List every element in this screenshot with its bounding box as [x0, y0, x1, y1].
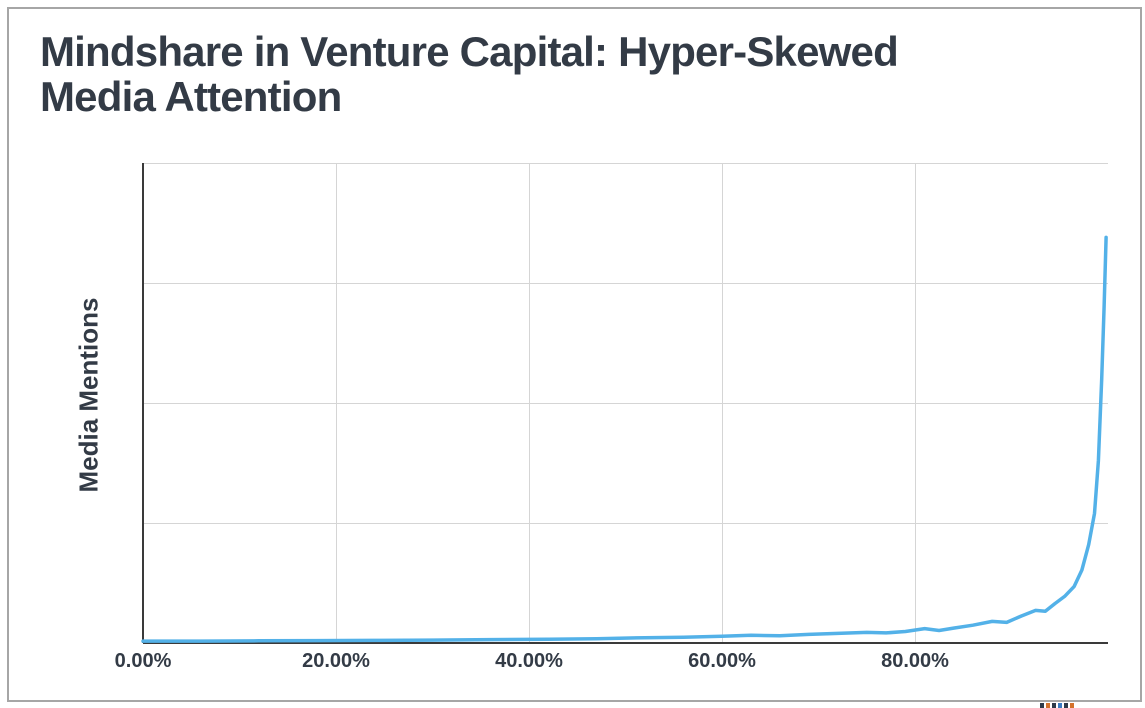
gridline-vertical — [529, 163, 530, 643]
watermark-mark — [1040, 703, 1044, 708]
chart-title: Mindshare in Venture Capital: Hyper-Skew… — [40, 28, 1060, 120]
gridline-horizontal — [143, 523, 1108, 524]
gridline-horizontal — [143, 163, 1108, 164]
watermark-mark — [1070, 703, 1074, 708]
line-series-media-mentions — [141, 235, 1108, 643]
chart-title-line-1: Mindshare in Venture Capital: Hyper-Skew… — [40, 28, 899, 75]
watermark-mark — [1052, 703, 1056, 708]
x-tick-label: 80.00% — [881, 650, 949, 672]
chart-title-line-2: Media Attention — [40, 72, 342, 120]
plot-area — [141, 163, 1108, 644]
gridline-horizontal — [143, 403, 1108, 404]
watermark-cropped — [1040, 703, 1074, 708]
watermark-mark — [1058, 703, 1062, 708]
gridline-vertical — [722, 163, 723, 643]
x-tick-label: 20.00% — [302, 650, 370, 672]
watermark-mark — [1064, 703, 1068, 708]
x-axis-line — [143, 642, 1108, 644]
x-tick-label: 0.00% — [114, 650, 172, 672]
x-tick-label: 60.00% — [688, 650, 756, 672]
gridline-vertical — [336, 163, 337, 643]
gridline-horizontal — [143, 283, 1108, 284]
y-axis-line — [142, 163, 144, 643]
x-axis-tick-labels: 0.00% 20.00% 40.00% 60.00% 80.00% — [115, 650, 1108, 676]
media-mentions-line — [141, 235, 1108, 643]
gridline-vertical — [915, 163, 916, 643]
watermark-mark — [1046, 703, 1050, 708]
x-tick-label: 40.00% — [495, 650, 563, 672]
